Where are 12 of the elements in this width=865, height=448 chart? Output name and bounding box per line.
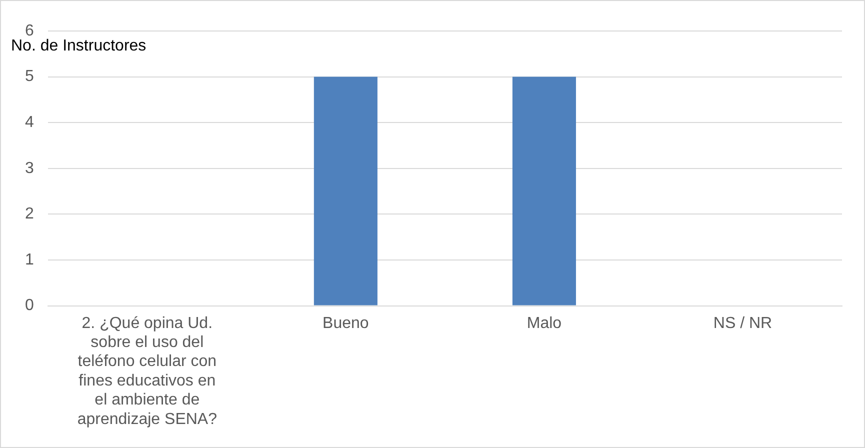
y-tick-label: 0: [24, 297, 34, 314]
x-tick-label: Bueno: [322, 314, 369, 332]
y-tick-label: 5: [24, 68, 34, 86]
y-tick-label: 6: [24, 22, 34, 40]
x-tick-label: NS / NR: [713, 314, 772, 332]
y-tick-label: 2: [24, 206, 34, 223]
y-tick-label: 1: [24, 251, 34, 268]
x-tick-label: 2. ¿Qué opina Ud. sobre el uso del teléfono celular con fines educativos en el ambiente de aprendizaje SENA?: [77, 314, 218, 428]
y-tick-label: 4: [24, 114, 34, 132]
x-tick-label: Malo: [526, 314, 562, 332]
y-axis-title: No. de Instructores: [11, 37, 146, 54]
y-tick-label: 3: [24, 160, 34, 177]
